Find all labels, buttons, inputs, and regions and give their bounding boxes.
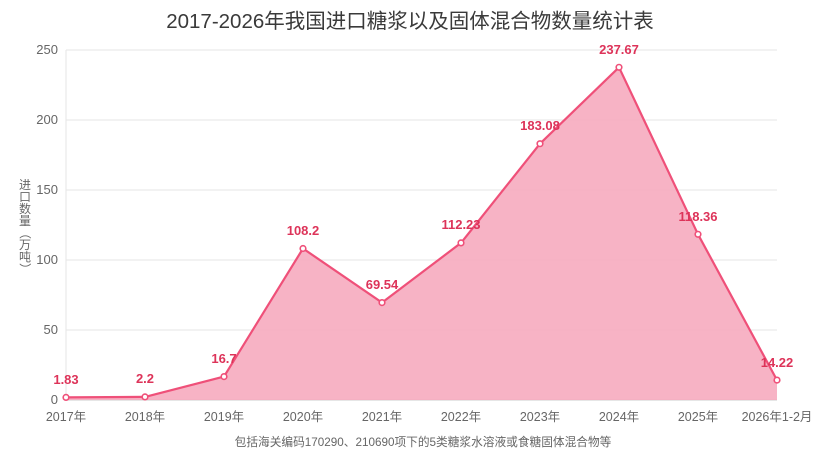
svg-text:2020年: 2020年: [283, 410, 323, 424]
svg-text:200: 200: [36, 112, 58, 127]
svg-text:2024年: 2024年: [599, 410, 639, 424]
svg-text:2026年1-2月: 2026年1-2月: [742, 410, 813, 424]
svg-text:2021年: 2021年: [362, 410, 402, 424]
svg-text:100: 100: [36, 252, 58, 267]
svg-text:183.08: 183.08: [520, 118, 560, 133]
svg-text:16.7: 16.7: [211, 351, 236, 366]
svg-text:2017年: 2017年: [46, 410, 86, 424]
svg-text:2.2: 2.2: [136, 371, 154, 386]
svg-text:112.23: 112.23: [441, 217, 480, 232]
svg-text:108.2: 108.2: [287, 223, 320, 238]
svg-text:2018年: 2018年: [125, 410, 165, 424]
svg-text:2022年: 2022年: [441, 410, 481, 424]
svg-text:2019年: 2019年: [204, 410, 244, 424]
svg-text:69.54: 69.54: [366, 277, 399, 292]
svg-text:50: 50: [44, 322, 58, 337]
svg-text:2025年: 2025年: [678, 410, 718, 424]
svg-text:2023年: 2023年: [520, 410, 560, 424]
svg-text:250: 250: [36, 42, 58, 57]
svg-text:150: 150: [36, 182, 58, 197]
svg-text:237.67: 237.67: [599, 42, 639, 57]
svg-text:14.22: 14.22: [761, 355, 794, 370]
svg-text:118.36: 118.36: [678, 209, 717, 224]
svg-text:0: 0: [51, 392, 58, 407]
svg-text:1.83: 1.83: [53, 372, 78, 387]
